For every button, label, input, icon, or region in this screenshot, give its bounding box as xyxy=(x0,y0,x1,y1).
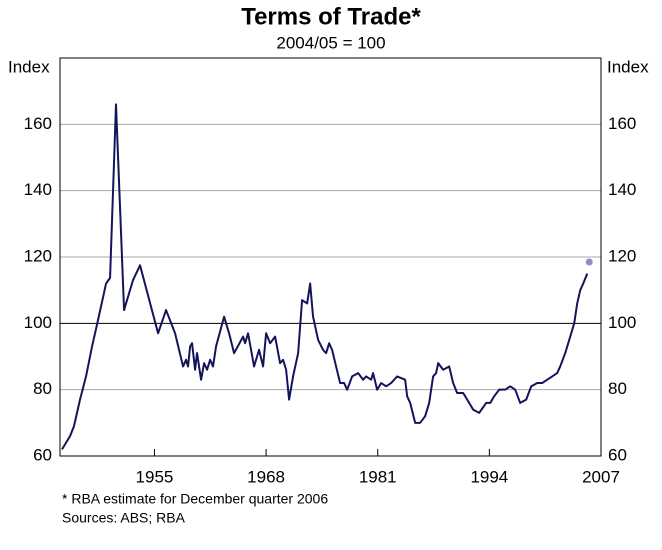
data-line xyxy=(61,103,589,450)
x-tick-label: 2007 xyxy=(582,467,620,486)
y-tick-label: 140 xyxy=(24,180,52,199)
plot-frame xyxy=(59,57,602,457)
y2-tick-label: 120 xyxy=(608,246,636,265)
y-tick-label: 120 xyxy=(24,246,52,265)
y-tick-label: 60 xyxy=(33,445,52,464)
y-axis-label: Index xyxy=(8,57,50,76)
y2-tick-label: 100 xyxy=(608,313,636,332)
y-tick-label: 80 xyxy=(33,379,52,398)
x-tick-label: 1968 xyxy=(247,467,285,486)
chart-title: Terms of Trade* xyxy=(241,3,421,30)
y2-tick-label: 140 xyxy=(608,180,636,199)
y2-tick-label: 160 xyxy=(608,114,636,133)
estimate-point xyxy=(585,258,593,266)
y-tick-label: 100 xyxy=(24,313,52,332)
y2-tick-label: 60 xyxy=(608,445,627,464)
y2-axis-label: Index xyxy=(607,57,649,76)
footnote: * RBA estimate for December quarter 2006 xyxy=(62,491,328,507)
x-tick-label: 1994 xyxy=(470,467,508,486)
x-tick-label: 1981 xyxy=(359,467,397,486)
x-tick-label: 1955 xyxy=(136,467,174,486)
y-tick-label: 160 xyxy=(24,114,52,133)
y2-tick-label: 80 xyxy=(608,379,627,398)
chart-subtitle: 2004/05 = 100 xyxy=(276,33,385,52)
source: Sources: ABS; RBA xyxy=(62,510,186,526)
